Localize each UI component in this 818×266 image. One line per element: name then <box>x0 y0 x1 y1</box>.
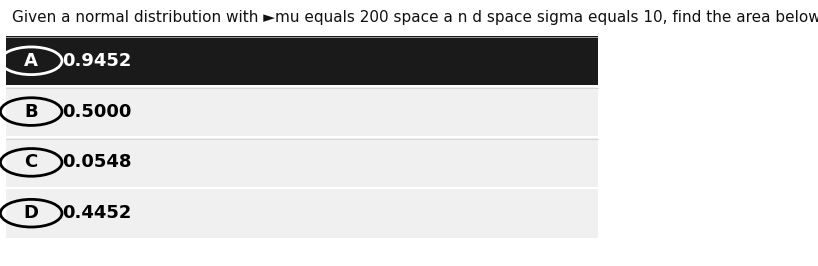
Text: 0.5000: 0.5000 <box>62 103 132 120</box>
Text: B: B <box>25 103 38 120</box>
Text: 0.4452: 0.4452 <box>62 204 132 222</box>
FancyBboxPatch shape <box>7 138 598 187</box>
Text: A: A <box>25 52 38 70</box>
Text: 0.9452: 0.9452 <box>62 52 132 70</box>
FancyBboxPatch shape <box>7 189 598 238</box>
Text: 0.0548: 0.0548 <box>62 153 132 171</box>
Text: Given a normal distribution with ►mu equals 200 space a n d space sigma equals 1: Given a normal distribution with ►mu equ… <box>12 10 818 25</box>
FancyBboxPatch shape <box>7 36 598 85</box>
Text: D: D <box>24 204 38 222</box>
FancyBboxPatch shape <box>7 87 598 136</box>
Text: C: C <box>25 153 38 171</box>
